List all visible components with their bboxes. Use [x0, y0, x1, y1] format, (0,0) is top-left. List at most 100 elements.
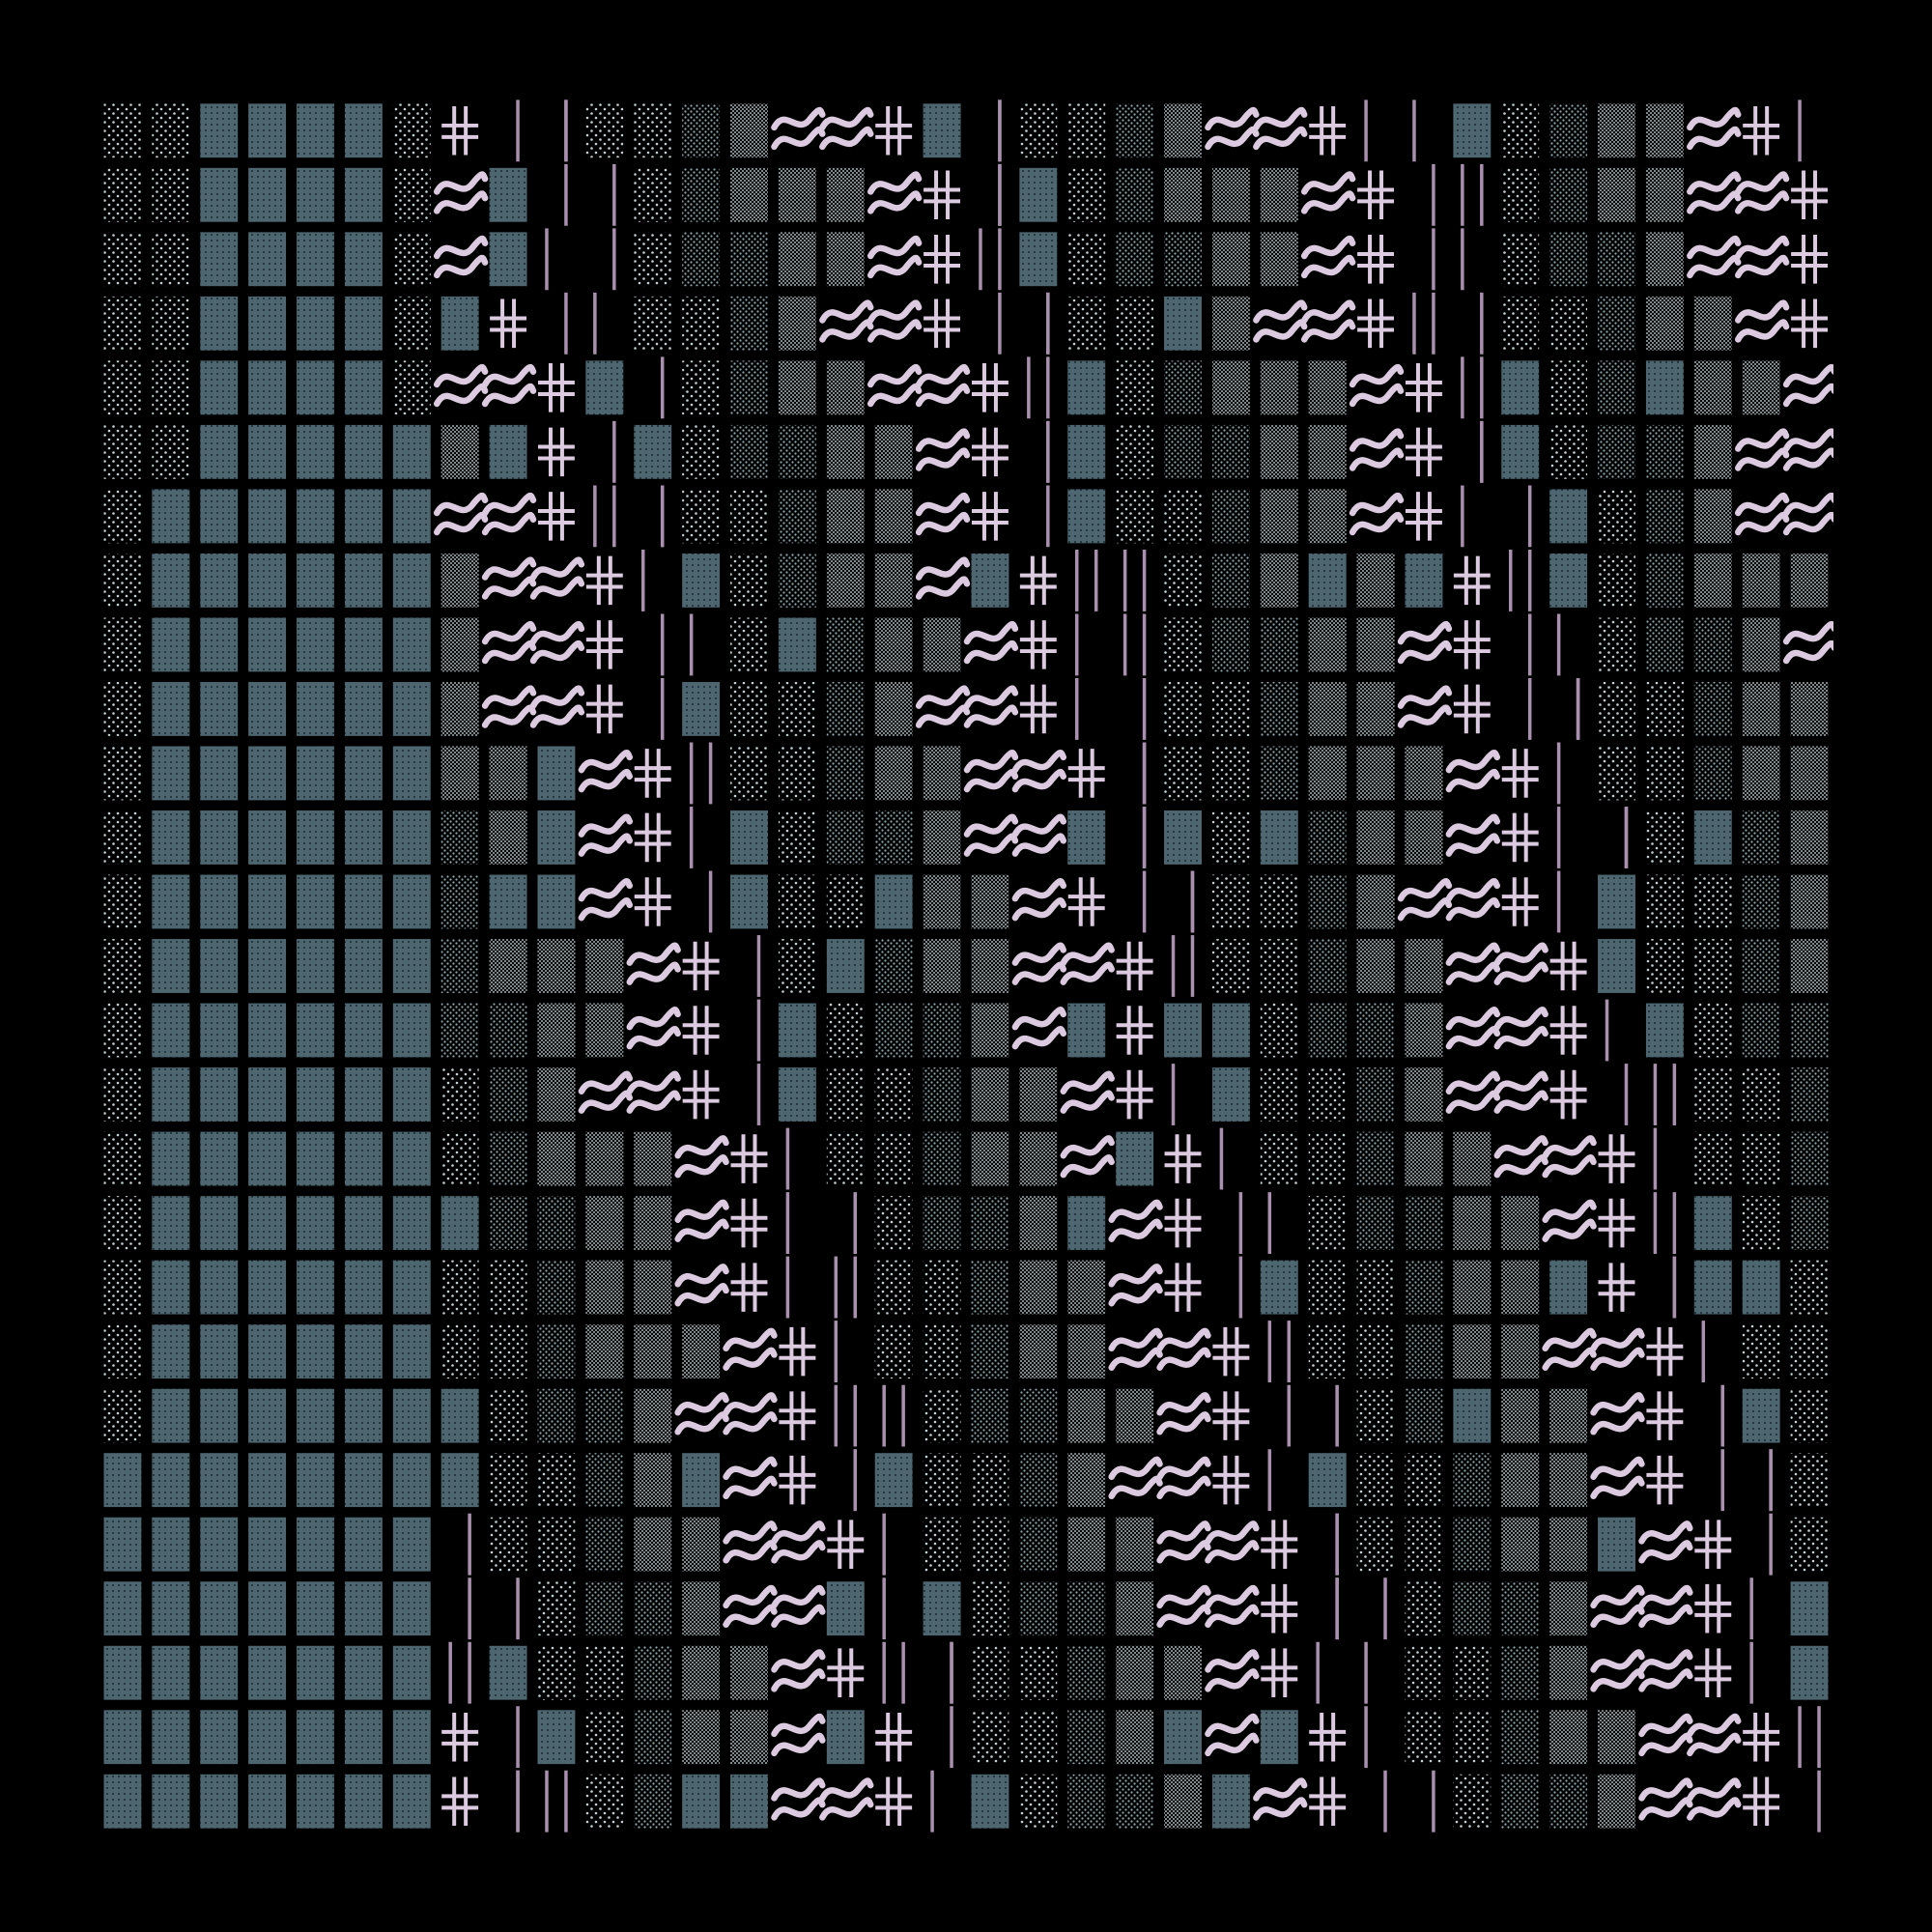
solid-tile-glyph	[152, 1003, 190, 1058]
wave-stroke	[578, 1070, 634, 1094]
double-cross-glyph	[1357, 170, 1395, 220]
stipple-sparse-glyph	[1260, 1131, 1298, 1186]
stipple-dense-glyph	[1356, 746, 1395, 801]
approx-wave-glyph	[1108, 1327, 1163, 1371]
stipple-dense-glyph	[1598, 103, 1635, 158]
approx-wave-glyph	[1638, 1777, 1693, 1821]
stipple-sparse-glyph	[1645, 810, 1684, 865]
double-cross-glyph	[923, 298, 961, 349]
solid-tile-glyph	[1742, 1388, 1780, 1443]
wave-stroke	[1687, 171, 1742, 195]
double-cross-glyph	[1164, 1263, 1202, 1312]
wave-stroke	[1782, 620, 1833, 645]
solid-tile-glyph	[152, 1581, 190, 1636]
solid-tile-glyph	[200, 1003, 239, 1058]
stipple-sparse-glyph	[1019, 1774, 1058, 1829]
approx-wave-glyph	[674, 1392, 729, 1435]
stipple-sparse-glyph	[537, 1581, 576, 1636]
solid-tile-glyph	[1549, 489, 1588, 544]
wave-stroke	[1782, 511, 1833, 536]
stipple-sparse-glyph	[1164, 489, 1202, 544]
stipple-medium-glyph	[537, 1196, 576, 1251]
stipple-medium-glyph	[634, 1581, 672, 1636]
wave-stroke	[723, 1327, 778, 1352]
wave-stroke	[578, 1090, 634, 1114]
stipple-dense-glyph	[1211, 167, 1250, 222]
double-cross-glyph	[1501, 812, 1539, 863]
wave-stroke	[915, 428, 971, 452]
stipple-sparse-glyph	[152, 296, 190, 351]
wave-stroke	[1493, 942, 1548, 966]
approx-wave-glyph	[1011, 813, 1067, 857]
wave-stroke	[771, 1797, 826, 1821]
stipple-dense-glyph	[1308, 424, 1347, 479]
stipple-sparse-glyph	[1742, 1196, 1780, 1251]
double-cross-glyph	[1116, 1006, 1153, 1055]
stipple-dense-glyph	[874, 746, 913, 801]
stipple-sparse-glyph	[1067, 296, 1106, 351]
solid-tile-glyph	[1645, 1003, 1684, 1058]
wave-stroke	[1156, 1540, 1211, 1564]
solid-tile-glyph	[778, 1067, 816, 1122]
approx-wave-glyph	[771, 1649, 826, 1692]
solid-tile-glyph	[200, 1388, 239, 1443]
stipple-medium-glyph	[826, 810, 865, 865]
solid-tile-glyph	[537, 810, 576, 865]
stipple-sparse-glyph	[923, 1517, 961, 1572]
wave-stroke	[915, 363, 971, 388]
wave-stroke	[1011, 942, 1067, 966]
solid-tile-glyph	[1501, 360, 1540, 415]
solid-tile-glyph	[297, 1453, 334, 1508]
wave-stroke	[1445, 878, 1501, 902]
stipple-medium-glyph	[489, 1003, 527, 1058]
approx-wave-glyph	[1300, 235, 1356, 279]
stipple-dense-glyph	[585, 1131, 624, 1186]
approx-wave-glyph	[1011, 942, 1067, 985]
solid-tile-glyph	[297, 1003, 334, 1058]
stipple-sparse-glyph	[1405, 1645, 1443, 1700]
double-cross-glyph	[1019, 555, 1057, 606]
wave-stroke	[1734, 492, 1790, 517]
stipple-dense-glyph	[874, 553, 913, 608]
solid-tile-glyph	[248, 489, 287, 544]
wave-stroke	[1687, 1797, 1742, 1821]
solid-tile-glyph	[248, 617, 287, 672]
stipple-medium-glyph	[1260, 746, 1298, 801]
wave-stroke	[1590, 1327, 1645, 1352]
stipple-dense-glyph	[971, 1003, 1009, 1058]
wave-stroke	[1011, 768, 1067, 793]
solid-tile-glyph	[344, 939, 383, 993]
stipple-sparse-glyph	[1067, 103, 1106, 158]
wave-stroke	[481, 620, 537, 645]
wave-stroke	[1638, 1649, 1693, 1673]
solid-tile-glyph	[200, 1196, 239, 1251]
wave-stroke	[529, 704, 585, 728]
solid-tile-glyph	[344, 489, 383, 544]
wave-stroke	[1687, 106, 1742, 131]
solid-tile-glyph	[344, 1517, 383, 1572]
stipple-sparse-glyph	[103, 746, 142, 801]
stipple-sparse-glyph	[826, 874, 865, 929]
wave-stroke	[1493, 1007, 1548, 1031]
wave-stroke	[481, 639, 537, 665]
stipple-dense-glyph	[1693, 489, 1732, 544]
solid-tile-glyph	[730, 810, 768, 865]
solid-tile-glyph	[1067, 1196, 1106, 1251]
solid-tile-glyph	[297, 1388, 334, 1443]
solid-tile-glyph	[730, 874, 768, 929]
approx-wave-glyph	[529, 685, 585, 728]
approx-wave-glyph	[1590, 1584, 1645, 1629]
approx-wave-glyph	[867, 299, 923, 343]
stipple-sparse-glyph	[1405, 1517, 1443, 1572]
stipple-sparse-glyph	[1211, 810, 1250, 865]
wave-stroke	[1445, 942, 1501, 966]
stipple-sparse-glyph	[1501, 167, 1540, 222]
solid-tile-glyph	[152, 1453, 190, 1508]
stipple-dense-glyph	[1260, 360, 1298, 415]
solid-tile-glyph	[392, 1453, 431, 1508]
solid-tile-glyph	[1211, 1774, 1250, 1829]
approx-wave-glyph	[1445, 1070, 1501, 1114]
stipple-sparse-glyph	[103, 103, 142, 158]
double-cross-glyph	[1743, 1712, 1780, 1762]
stipple-dense-glyph	[1693, 296, 1732, 351]
